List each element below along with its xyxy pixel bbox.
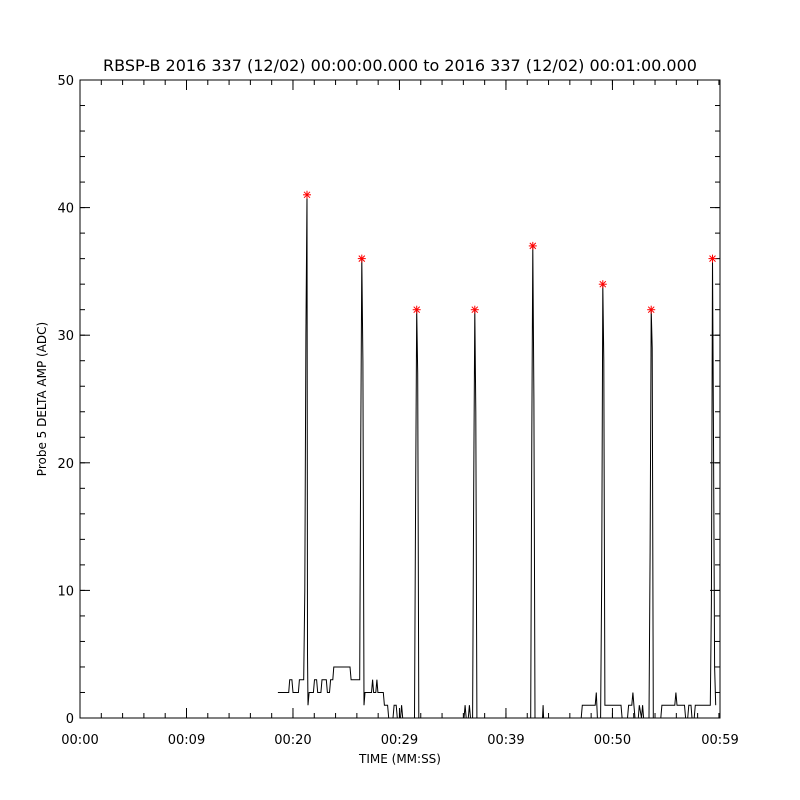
peak-marker-stroke bbox=[529, 242, 537, 250]
peak-marker bbox=[357, 254, 366, 263]
x-tick-label: 00:20 bbox=[274, 733, 311, 748]
plot-frame bbox=[79, 79, 721, 719]
x-tick-label: 00:50 bbox=[594, 733, 631, 748]
peak-marker bbox=[528, 241, 537, 250]
y-tick-label: 20 bbox=[57, 457, 74, 472]
peak-marker bbox=[598, 280, 607, 289]
x-tick-label: 00:09 bbox=[168, 733, 205, 748]
peak-markers bbox=[303, 190, 717, 314]
x-tick-label: 00:29 bbox=[381, 733, 418, 748]
peak-marker bbox=[412, 305, 421, 314]
x-tick-label: 00:59 bbox=[701, 733, 738, 748]
chart-title: RBSP-B 2016 337 (12/02) 00:00:00.000 to … bbox=[103, 56, 697, 75]
peak-marker bbox=[303, 190, 311, 199]
peak-marker-stroke bbox=[599, 280, 607, 288]
y-tick-label: 50 bbox=[57, 74, 74, 89]
series-group bbox=[277, 194, 717, 719]
peak-marker bbox=[647, 305, 656, 314]
peak-marker-stroke bbox=[303, 191, 311, 199]
y-tick-labels: 0 10 20 30 40 50 bbox=[57, 74, 74, 727]
peak-marker-stroke bbox=[471, 306, 479, 314]
peak-marker bbox=[470, 305, 479, 314]
x-axis-label: TIME (MM:SS) bbox=[358, 752, 441, 766]
axis-ticks bbox=[79, 79, 721, 719]
x-tick-labels: 00:00 00:09 00:20 00:29 00:39 00:50 00:59 bbox=[61, 733, 738, 748]
y-tick-label: 0 bbox=[66, 712, 74, 727]
y-tick-label: 40 bbox=[57, 202, 74, 217]
peak-marker-stroke bbox=[709, 255, 716, 262]
y-axis-label: Probe 5 DELTA AMP (ADC) bbox=[35, 322, 49, 476]
y-tick-label: 30 bbox=[57, 329, 74, 344]
peak-marker bbox=[708, 254, 717, 263]
peak-marker-stroke bbox=[413, 306, 421, 314]
peak-marker-stroke bbox=[358, 255, 366, 262]
peak-marker-stroke bbox=[647, 306, 655, 314]
y-tick-label: 10 bbox=[57, 584, 74, 599]
x-tick-label: 00:39 bbox=[487, 733, 524, 748]
x-tick-label: 00:00 bbox=[61, 733, 98, 748]
series-line bbox=[277, 194, 717, 719]
